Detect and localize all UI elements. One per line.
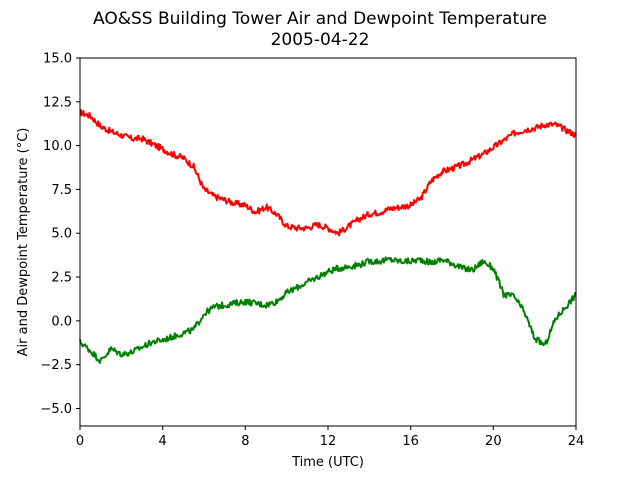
y-axis-ticks: −5.0 −2.5 0.0 2.5 5.0 7.5 10.0 12.5 15.0 — [40, 52, 80, 417]
x-tick-label: 16 — [402, 434, 419, 449]
y-tick-label: −5.0 — [40, 402, 72, 417]
y-tick-label: 5.0 — [51, 227, 72, 242]
y-axis-label: Air and Dewpoint Temperature (°C) — [16, 128, 31, 357]
x-tick-label: 24 — [568, 434, 585, 449]
x-axis-ticks: 0 4 8 12 16 20 24 — [76, 426, 584, 449]
plot-frame — [79, 57, 577, 427]
chart-subtitle: 2005-04-22 — [271, 30, 370, 50]
x-tick-label: 0 — [76, 434, 84, 449]
x-tick-label: 20 — [485, 434, 502, 449]
series-line-2 — [79, 256, 577, 364]
chart-title: AO&SS Building Tower Air and Dewpoint Te… — [93, 9, 547, 29]
x-axis-label: Time (UTC) — [291, 455, 364, 470]
series-layer — [79, 108, 577, 364]
x-tick-label: 4 — [159, 434, 167, 449]
series-line-1 — [79, 108, 577, 237]
y-tick-label: 7.5 — [51, 183, 72, 198]
x-tick-label: 12 — [320, 434, 337, 449]
y-tick-label: 0.0 — [51, 314, 72, 329]
x-tick-label: 8 — [241, 434, 249, 449]
y-tick-label: 2.5 — [51, 271, 72, 286]
y-tick-label: 12.5 — [43, 95, 72, 110]
y-tick-label: 15.0 — [43, 52, 72, 67]
y-tick-label: −2.5 — [40, 358, 72, 373]
y-tick-label: 10.0 — [43, 139, 72, 154]
